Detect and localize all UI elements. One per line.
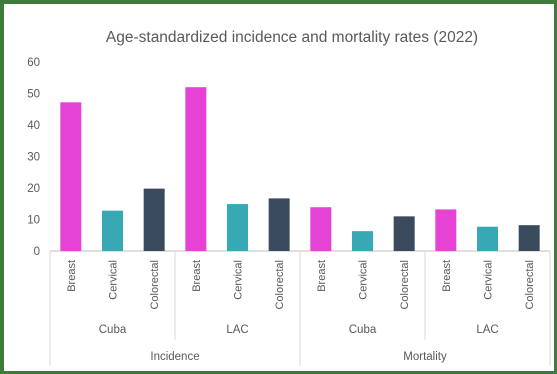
y-tick-label: 60: [27, 57, 40, 69]
label-layer: 0 10 20 30 40 50 60 Breast Cervical Colorectal Bre…: [27, 57, 536, 363]
y-tick-label: 20: [27, 183, 40, 195]
chart-title: Age-standardized incidence and mortality…: [106, 29, 478, 46]
y-tick-label: 30: [27, 152, 40, 164]
bar-cervical: [477, 226, 498, 251]
category-label: Cervical: [233, 260, 245, 300]
subgroup-label: Cuba: [349, 324, 377, 336]
category-label: Breast: [66, 260, 78, 292]
group-label: Mortality: [403, 351, 447, 363]
y-tick-label: 40: [27, 120, 40, 132]
bar-breast: [60, 102, 82, 251]
bar-colorectal: [518, 225, 540, 251]
category-label: Colorectal: [399, 260, 411, 310]
axis-layer: [49, 250, 551, 366]
bar-colorectal: [143, 188, 165, 251]
category-label: Breast: [316, 260, 328, 292]
category-label: Cervical: [358, 260, 370, 300]
bar-breast: [185, 87, 207, 251]
bar-layer: [60, 87, 540, 251]
category-label: Colorectal: [524, 260, 536, 310]
bar-cervical: [102, 210, 123, 251]
category-label: Colorectal: [274, 260, 286, 310]
category-label: Colorectal: [149, 260, 161, 310]
subgroup-label: Cuba: [99, 324, 127, 336]
bar-breast: [310, 207, 332, 251]
y-tick-label: 10: [27, 215, 40, 227]
category-label: Cervical: [108, 260, 120, 300]
category-label: Breast: [441, 260, 453, 292]
subgroup-label: LAC: [226, 324, 248, 336]
y-tick-label: 0: [34, 246, 40, 258]
subgroup-label: LAC: [476, 324, 498, 336]
y-tick-label: 50: [27, 89, 40, 101]
group-label: Incidence: [150, 351, 199, 363]
bar-cervical: [352, 231, 373, 251]
category-label: Breast: [191, 260, 203, 292]
bar-breast: [435, 209, 457, 251]
bar-colorectal: [268, 198, 290, 251]
bar-colorectal: [393, 216, 415, 251]
category-label: Cervical: [483, 260, 495, 300]
bar-cervical: [227, 204, 248, 251]
